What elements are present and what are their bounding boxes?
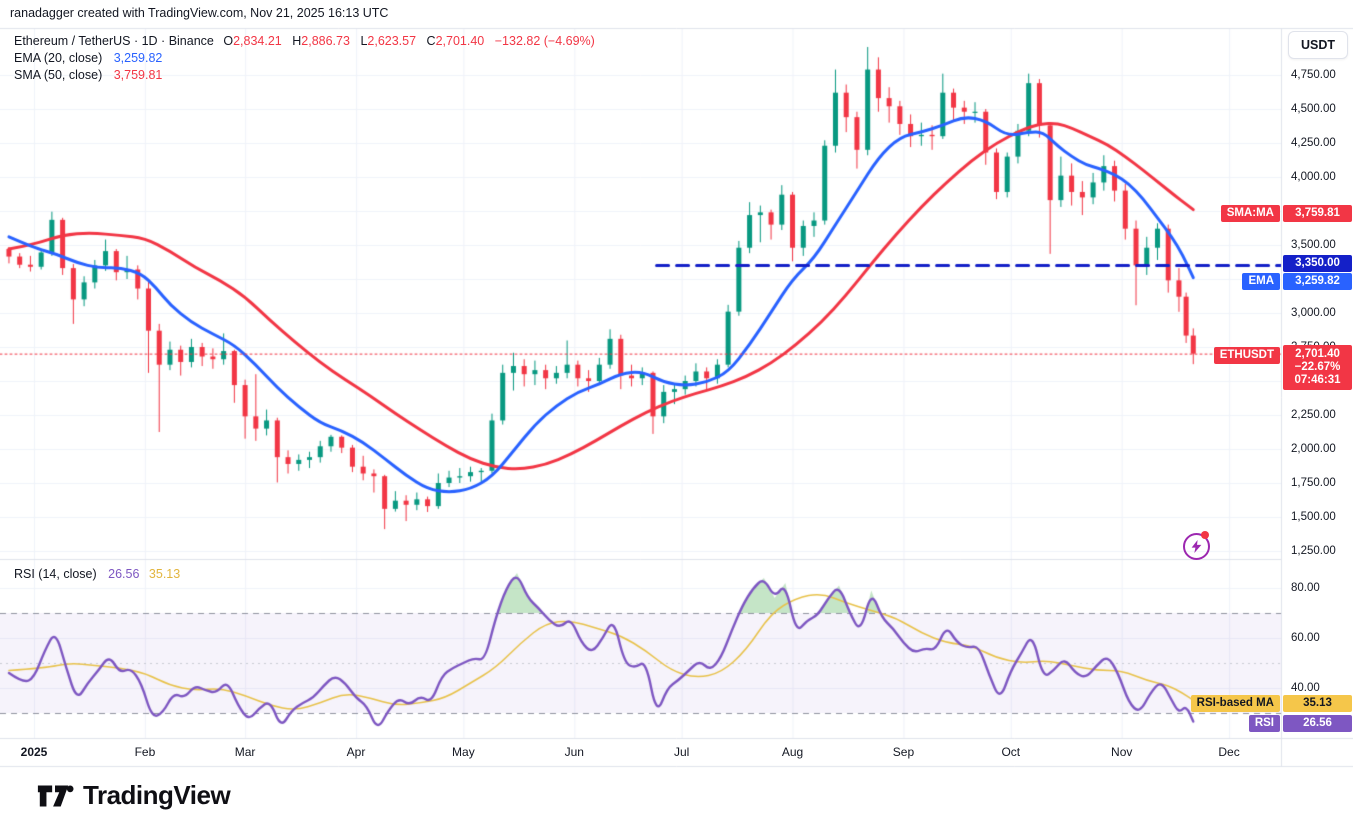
sma-label: SMA (50, close) xyxy=(14,68,103,82)
rsi-ma-value-badge: 35.13 xyxy=(1283,694,1352,712)
symbol-legend: Ethereum / TetherUS · 1D · Binance O2,83… xyxy=(14,34,602,48)
month-label: Sep xyxy=(892,745,915,759)
price-tick-label: 3,500.00 xyxy=(1291,239,1336,251)
symbol-axis-label: ETHUSDT xyxy=(1213,346,1280,364)
ema-price-badge: 3,259.82 xyxy=(1283,272,1352,290)
last-price-badge: 2,701.40 −22.67% 07:46:31 xyxy=(1283,345,1352,390)
price-tick-label: 4,250.00 xyxy=(1291,137,1336,149)
low-value: 2,623.57 xyxy=(367,34,417,48)
month-label: Mar xyxy=(234,745,256,759)
rsi-tick-label: 60.00 xyxy=(1291,632,1320,644)
rsi-ma-axis-label: RSI-based MA xyxy=(1190,694,1280,712)
price-tick-label: 3,000.00 xyxy=(1291,307,1336,319)
rsi-tick-label: 40.00 xyxy=(1291,682,1320,694)
level-price-badge: 3,350.00 xyxy=(1283,254,1352,272)
rsi-ma-value: 35.13 xyxy=(148,567,181,581)
tradingview-logo-text: TradingView xyxy=(83,780,231,810)
month-label: Dec xyxy=(1218,745,1240,759)
month-label: Oct xyxy=(1001,745,1021,759)
ema-value: 3,259.82 xyxy=(113,51,163,65)
symbol-title: Ethereum / TetherUS · 1D · Binance xyxy=(14,34,214,48)
high-value: 2,886.73 xyxy=(301,34,350,48)
price-tick-label: 1,750.00 xyxy=(1291,477,1336,489)
high-label: H xyxy=(292,34,302,48)
price-tick-label: 1,250.00 xyxy=(1291,545,1336,557)
notification-dot xyxy=(1201,531,1209,539)
month-label: Apr xyxy=(346,745,366,759)
rsi-legend: RSI (14, close) 26.56 35.13 xyxy=(14,567,180,581)
last-price-badge-line: 2,701.40 xyxy=(1295,348,1340,360)
month-label: May xyxy=(452,745,475,759)
open-label: O xyxy=(223,34,234,48)
month-label: Jul xyxy=(673,745,690,759)
rsi-value-badge: 26.56 xyxy=(1283,714,1352,732)
close-value: 2,701.40 xyxy=(435,34,485,48)
open-value: 2,834.21 xyxy=(233,34,282,48)
ema-legend: EMA (20, close) 3,259.82 xyxy=(14,51,162,65)
price-tick-label: 2,000.00 xyxy=(1291,443,1336,455)
ema-label: EMA (20, close) xyxy=(14,51,103,65)
sma-legend: SMA (50, close) 3,759.81 xyxy=(14,68,169,82)
price-tick-label: 2,250.00 xyxy=(1291,409,1336,421)
sma-axis-label: SMA:MA xyxy=(1220,204,1280,222)
rsi-label: RSI (14, close) xyxy=(14,567,97,581)
last-price-badge-line: 07:46:31 xyxy=(1294,374,1341,386)
price-tick-label: 1,500.00 xyxy=(1291,511,1336,523)
rsi-axis-label: RSI xyxy=(1248,714,1280,732)
price-tick-label: 4,500.00 xyxy=(1291,103,1336,115)
change-value: −132.82 (−4.69%) xyxy=(494,34,595,48)
last-price-badge-line: −22.67% xyxy=(1294,361,1341,373)
month-label: Nov xyxy=(1111,745,1133,759)
low-label: L xyxy=(360,34,368,48)
lightning-icon[interactable] xyxy=(1183,533,1210,560)
month-label: Aug xyxy=(781,745,804,759)
rsi-value: 26.56 xyxy=(108,567,140,581)
rsi-tick-label: 80.00 xyxy=(1291,582,1320,594)
month-label: Feb xyxy=(134,745,156,759)
sma-price-badge: 3,759.81 xyxy=(1283,204,1352,222)
tradingview-logo[interactable]: TradingView xyxy=(36,780,231,811)
currency-unit-button[interactable]: USDT xyxy=(1288,31,1348,59)
price-tick-label: 4,750.00 xyxy=(1291,69,1336,81)
month-label: Jun xyxy=(564,745,584,759)
watermark: ranadagger created with TradingView.com,… xyxy=(10,6,389,20)
price-tick-label: 4,000.00 xyxy=(1291,171,1336,183)
close-label: C xyxy=(426,34,436,48)
sma-value: 3,759.81 xyxy=(113,68,163,82)
tradingview-mark-icon xyxy=(37,785,74,806)
month-label: 2025 xyxy=(20,745,48,759)
ema-axis-label: EMA xyxy=(1242,272,1280,290)
lightning-bolt-glyph xyxy=(1191,540,1202,553)
